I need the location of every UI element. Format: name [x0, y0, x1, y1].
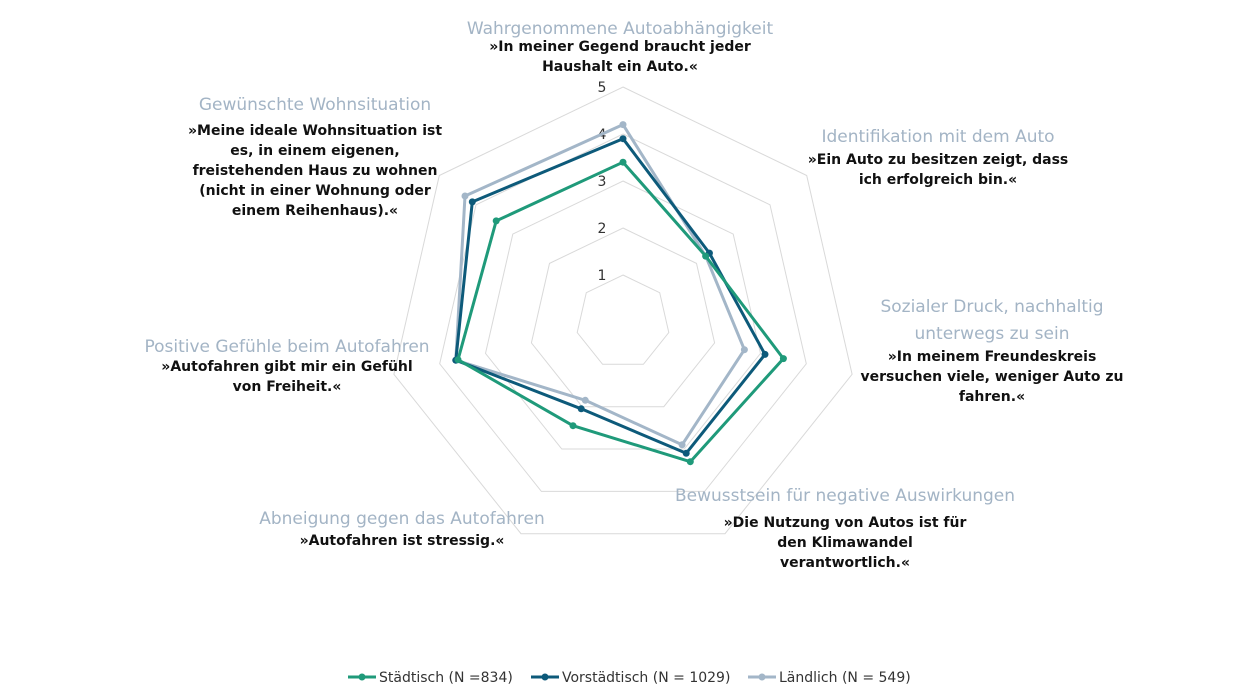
category-title: Bewusstsein für negative Auswirkungen	[675, 486, 1015, 506]
series-line	[454, 137, 767, 455]
category-label: Positive Gefühle beim Autofahren »Autofah…	[144, 337, 429, 395]
category-title: Gewünschte Wohnsituation	[199, 95, 431, 115]
series-point	[740, 346, 748, 354]
tick-label: 5	[598, 80, 607, 96]
tick-label: 3	[598, 174, 607, 190]
category-label: Identifikation mit dem Auto »Ein Auto zu …	[808, 127, 1069, 188]
legend-marker	[758, 673, 766, 681]
series-point	[702, 252, 710, 260]
category-quote-line: verantwortlich.«	[780, 555, 910, 571]
category-title: Identifikation mit dem Auto	[821, 127, 1054, 147]
series-point	[779, 355, 787, 363]
category-labels: Wahrgenommene Autoabhängigkeit»In meiner…	[144, 19, 1123, 571]
series-point	[619, 121, 627, 129]
category-label: Sozialer Druck, nachhaltig unterwegs zu s…	[861, 297, 1124, 405]
category-quote-line: von Freiheit.«	[233, 379, 342, 395]
series-point	[682, 449, 690, 457]
category-quote-line: »Meine ideale Wohnsituation ist	[188, 123, 442, 139]
legend-item: Städtisch (N =834)	[348, 670, 513, 686]
radar-grid	[393, 86, 853, 535]
series-point	[577, 405, 585, 413]
category-quote-line: »Ein Auto zu besitzen zeigt, dass	[808, 152, 1069, 168]
legend: Städtisch (N =834) Vorstädtisch (N = 1029…	[348, 670, 911, 686]
category-title-line: unterwegs zu sein	[915, 324, 1070, 344]
category-quote-line: fahren.«	[959, 389, 1025, 405]
category-quote-line: einem Reihenhaus).«	[232, 203, 398, 219]
category-quote-line: ich erfolgreich bin.«	[859, 172, 1017, 188]
legend-item: Ländlich (N = 549)	[748, 670, 911, 686]
legend-label: Ländlich (N = 549)	[779, 670, 911, 686]
legend-item: Vorstädtisch (N = 1029)	[531, 670, 730, 686]
series-point	[686, 458, 694, 466]
series-point	[581, 396, 589, 404]
series-point	[619, 135, 627, 143]
grid-ring	[393, 86, 853, 535]
category-label: Bewusstsein für negative Auswirkungen »Di…	[675, 486, 1015, 571]
legend-label: Vorstädtisch (N = 1029)	[562, 670, 730, 686]
category-label: Gewünschte Wohnsituation »Meine ideale Wo…	[188, 95, 442, 219]
legend-label: Städtisch (N =834)	[379, 670, 513, 686]
category-title: Sozialer Druck, nachhaltig unterwegs zu s…	[880, 297, 1103, 344]
category-quote-line: »Die Nutzung von Autos ist für	[724, 515, 967, 531]
grid-ring	[576, 274, 670, 365]
category-quote-line: »Autofahren ist stressig.«	[300, 533, 505, 549]
category-title: Wahrgenommene Autoabhängigkeit	[467, 19, 774, 39]
tick-label: 1	[598, 268, 607, 284]
category-title: Positive Gefühle beim Autofahren	[144, 337, 429, 357]
series-point	[619, 158, 627, 166]
series-point	[468, 198, 476, 206]
grid-ring	[530, 227, 716, 408]
tick-label: 2	[598, 221, 607, 237]
series-point	[569, 422, 577, 430]
series-point	[761, 350, 769, 358]
series-line	[454, 123, 746, 447]
category-title-line: Sozialer Druck, nachhaltig	[880, 297, 1103, 317]
series-point	[678, 441, 686, 449]
category-quote-line: »In meiner Gegend braucht jeder	[489, 39, 751, 55]
series-point	[492, 217, 500, 225]
legend-marker	[358, 673, 366, 681]
category-quote-line: Haushalt ein Auto.«	[542, 59, 698, 75]
category-label: Wahrgenommene Autoabhängigkeit»In meiner…	[467, 19, 774, 75]
category-quote-line: (nicht in einer Wohnung oder	[199, 183, 431, 199]
category-quote-line: es, in einem eigenen,	[230, 143, 399, 159]
radar-series	[452, 121, 787, 466]
category-quote-line: freistehenden Haus zu wohnen	[193, 163, 438, 179]
category-title: Abneigung gegen das Autofahren	[259, 509, 545, 529]
legend-marker	[541, 673, 549, 681]
series-point	[454, 356, 462, 364]
category-quote-line: »Autofahren gibt mir ein Gefühl	[161, 359, 412, 375]
series-point	[461, 192, 469, 200]
category-quote-line: »In meinem Freundeskreis	[888, 349, 1097, 365]
category-label: Abneigung gegen das Autofahren »Autofahre…	[259, 509, 545, 549]
grid-ring	[484, 180, 762, 450]
category-quote-line: den Klimawandel	[777, 535, 913, 551]
series-line	[456, 160, 785, 464]
category-quote-line: versuchen viele, weniger Auto zu	[861, 369, 1124, 385]
